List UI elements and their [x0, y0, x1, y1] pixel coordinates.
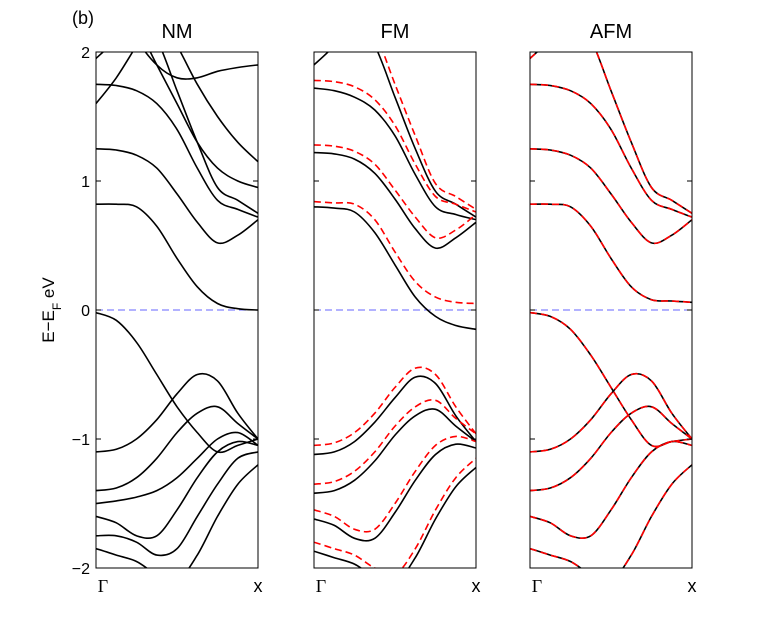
y-axis-label-subscript: F — [50, 303, 64, 310]
panels: −2 −1 0 1 2 NM Γ x FM Γ x AFM Γ x — [72, 21, 697, 596]
x-tick-label-gamma: Γ — [532, 576, 542, 596]
panel-nm: −2 −1 0 1 2 NM Γ x — [72, 21, 263, 596]
x-tick-label-gamma: Γ — [316, 576, 326, 596]
spin-down-band-3 — [314, 52, 476, 211]
y-tick-label: 1 — [81, 174, 90, 191]
spin-down-band-6 — [314, 435, 476, 533]
bands-band-0 — [96, 203, 258, 311]
y-tick-label: −1 — [72, 432, 90, 449]
bands-group — [96, 52, 258, 568]
bands-band-7 — [96, 372, 258, 453]
y-tick-label: 0 — [81, 303, 90, 320]
panel-title: AFM — [590, 21, 632, 43]
spin-up-band-1 — [530, 148, 692, 245]
bands-band-11 — [96, 451, 258, 557]
spin-down-band-1 — [530, 148, 692, 245]
spin-down-band-7 — [530, 464, 692, 568]
bands-group — [314, 52, 476, 568]
bands-band-2 — [96, 83, 258, 218]
spin-up-band-2 — [314, 87, 476, 221]
spin-down-band-1 — [314, 144, 476, 240]
y-axis-label-main: E−E — [39, 310, 58, 343]
y-tick-label: −2 — [72, 561, 90, 578]
spin-down-band-2 — [530, 83, 692, 218]
x-tick-label-x: x — [688, 576, 697, 596]
bands-band-6 — [144, 52, 258, 80]
spin-up-band-5 — [314, 408, 476, 494]
x-tick-label-x: x — [254, 576, 263, 596]
spin-down-band-4 — [314, 366, 476, 447]
bands-band-3 — [96, 52, 258, 214]
panel-afm: AFM Γ x — [529, 21, 697, 596]
spin-down-band-5 — [314, 399, 476, 485]
spin-down-band-0 — [314, 200, 476, 305]
x-tick-label-gamma: Γ — [98, 576, 108, 596]
spin-up-band-1 — [314, 151, 476, 250]
spin-down-band-2 — [314, 79, 476, 213]
y-tick-label: 2 — [81, 45, 90, 62]
spin-down-band-3 — [530, 52, 692, 214]
spin-down-band-8 — [530, 311, 692, 448]
spin-down-band-5 — [530, 405, 692, 492]
figure-label: (b) — [72, 8, 94, 28]
bands-group — [530, 52, 692, 568]
spin-up-band-4 — [530, 372, 692, 453]
spin-down-band-4 — [530, 372, 692, 453]
spin-up-band-0 — [530, 203, 692, 304]
spin-up-band-6 — [314, 443, 476, 542]
bands-band-9 — [96, 431, 258, 505]
spin-down-band-0 — [530, 203, 692, 304]
y-axis-label-unit: eV — [39, 277, 58, 303]
spin-up-band-7 — [314, 466, 476, 568]
spin-up-band-7 — [530, 464, 692, 568]
panel-fm: FM Γ x — [313, 21, 481, 596]
spin-up-band-3 — [530, 52, 692, 214]
spin-up-band-4 — [314, 375, 476, 456]
bands-band-1 — [96, 148, 258, 245]
spin-up-band-3 — [314, 52, 476, 218]
spin-up-band-0 — [314, 206, 476, 331]
bands-band-5 — [96, 52, 258, 163]
panel-title: FM — [381, 21, 410, 43]
panel-title: NM — [161, 21, 192, 43]
y-axis-label: E−EF eV — [39, 277, 64, 343]
bands-band-10 — [96, 440, 258, 539]
spin-up-band-8 — [530, 311, 692, 448]
bands-band-4 — [149, 52, 258, 189]
bands-band-13 — [96, 311, 258, 454]
x-tick-label-x: x — [472, 576, 481, 596]
spin-down-band-7 — [314, 457, 476, 568]
bands-band-8 — [96, 405, 258, 492]
bands-band-12 — [96, 464, 258, 568]
